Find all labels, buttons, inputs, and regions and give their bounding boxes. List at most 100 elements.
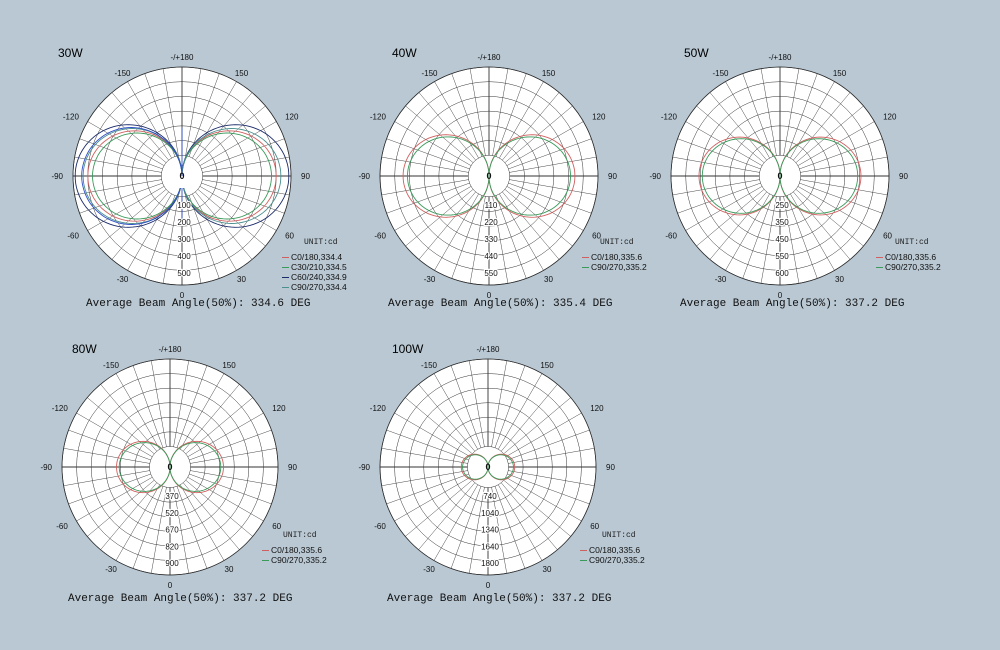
grid-spoke xyxy=(450,365,482,448)
legend: C0/180,335.6 C90/270,335.2 xyxy=(580,545,645,565)
angle-label: 120 xyxy=(592,113,606,122)
angle-label: 30 xyxy=(544,275,553,284)
grid-spoke xyxy=(151,487,167,574)
unit-label: UNIT:cd xyxy=(895,238,929,247)
grid-spoke xyxy=(100,482,157,550)
grid-spoke xyxy=(469,487,485,574)
grid-spoke xyxy=(506,121,584,166)
grid-spoke xyxy=(507,473,590,505)
grid-spoke xyxy=(144,195,176,279)
legend-swatch xyxy=(262,560,269,562)
grid-spoke xyxy=(185,196,202,284)
grid-spoke xyxy=(394,477,471,522)
grid-spoke xyxy=(418,384,475,452)
grid-spoke xyxy=(786,195,818,279)
legend-entry: C0/180,334.4 xyxy=(282,252,347,262)
radial-label: 100 xyxy=(177,201,191,210)
legend-swatch xyxy=(876,257,883,259)
grid-spoke xyxy=(185,480,253,537)
beam-angle-text: Average Beam Angle(50%): 334.6 DEG xyxy=(86,298,311,310)
legend-entry: C90/270,335.2 xyxy=(262,555,327,565)
angle-label: 30 xyxy=(225,565,234,574)
grid-spoke xyxy=(151,360,167,447)
grid-spoke xyxy=(508,448,595,464)
grid-spoke xyxy=(492,68,509,156)
grid-spoke xyxy=(74,179,162,196)
grid-spoke xyxy=(144,73,176,157)
grid-spoke xyxy=(499,81,544,159)
grid-spoke xyxy=(394,412,471,457)
legend-label: C90/270,335.2 xyxy=(885,262,941,272)
polar-chart-100w: 100W -/+180 -150 150 -120 120 -90 90 -60 60 -30 30… xyxy=(318,325,658,650)
grid-spoke xyxy=(502,92,560,161)
grid-spoke xyxy=(742,73,774,157)
radial-label: 200 xyxy=(177,218,191,227)
grid-spoke xyxy=(199,186,277,231)
angle-label: -150 xyxy=(421,361,438,370)
radial-label: 330 xyxy=(484,235,498,244)
legend-entry: C90/270,334.4 xyxy=(282,282,347,292)
angle-label: 150 xyxy=(222,361,236,370)
radial-label: 900 xyxy=(165,559,179,568)
radial-label: 520 xyxy=(165,509,179,518)
radial-label: 300 xyxy=(177,235,191,244)
angle-label: 60 xyxy=(590,522,599,531)
grid-spoke xyxy=(115,373,160,450)
grid-spoke xyxy=(672,156,760,173)
legend: C0/180,335.6 C90/270,335.2 xyxy=(876,252,941,272)
polar-chart-30w: 30W -/+180 -150 150 -120 120 -90 90 -60 60 -30 30 0… xyxy=(0,0,346,325)
grid-spoke xyxy=(491,360,507,447)
grid-spoke xyxy=(491,487,507,574)
radial-label: 670 xyxy=(165,526,179,535)
angle-label: 90 xyxy=(288,463,297,472)
grid-spoke xyxy=(685,121,763,166)
grid-spoke xyxy=(386,138,470,170)
unit-label: UNIT:cd xyxy=(304,238,338,247)
angle-label: 0 xyxy=(487,291,492,300)
unit-label: UNIT:cd xyxy=(283,531,317,540)
grid-spoke xyxy=(783,68,800,156)
radial-label: 1340 xyxy=(481,526,499,535)
grid-spoke xyxy=(68,473,151,505)
angle-label: 60 xyxy=(592,232,601,241)
grid-spoke xyxy=(469,68,486,156)
angle-label: -/+180 xyxy=(171,53,194,62)
legend-swatch xyxy=(876,267,883,269)
center-label: 0 xyxy=(486,171,491,181)
grid-spoke xyxy=(797,186,875,231)
grid-spoke xyxy=(799,182,883,214)
angle-label: -60 xyxy=(665,232,677,241)
grid-spoke xyxy=(492,196,509,284)
legend-swatch xyxy=(582,267,589,269)
angle-label: -30 xyxy=(105,565,117,574)
polar-plot: -/+180 -150 150 -120 120 -90 90 -60 60 -30 30 0 0 110… xyxy=(358,53,617,300)
grid-spoke xyxy=(189,473,272,505)
grid-spoke xyxy=(672,179,760,196)
angle-label: -90 xyxy=(649,172,661,181)
angle-label: -30 xyxy=(424,275,436,284)
legend-swatch xyxy=(282,257,289,259)
grid-spoke xyxy=(183,384,240,452)
grid-spoke xyxy=(418,482,475,550)
grid-spoke xyxy=(192,81,237,159)
angle-label: -120 xyxy=(63,113,80,122)
angle-label: 0 xyxy=(180,291,185,300)
grid-spoke xyxy=(501,482,558,550)
legend-swatch xyxy=(580,560,587,562)
grid-spoke xyxy=(162,196,179,284)
grid-spoke xyxy=(795,189,864,247)
angle-label: 30 xyxy=(543,565,552,574)
legend-entry: C60/240,334.9 xyxy=(282,272,347,282)
grid-spoke xyxy=(132,486,164,569)
grid-spoke xyxy=(509,179,597,196)
legend-swatch xyxy=(282,277,289,279)
grid-spoke xyxy=(79,138,163,170)
grid-spoke xyxy=(494,365,526,448)
series-curve xyxy=(462,454,514,480)
angle-label: 150 xyxy=(540,361,554,370)
angle-label: -150 xyxy=(421,69,438,78)
grid-spoke xyxy=(381,470,468,486)
legend-label: C90/270,334.4 xyxy=(291,282,347,292)
grid-spoke xyxy=(192,193,237,271)
grid-spoke xyxy=(800,156,888,173)
